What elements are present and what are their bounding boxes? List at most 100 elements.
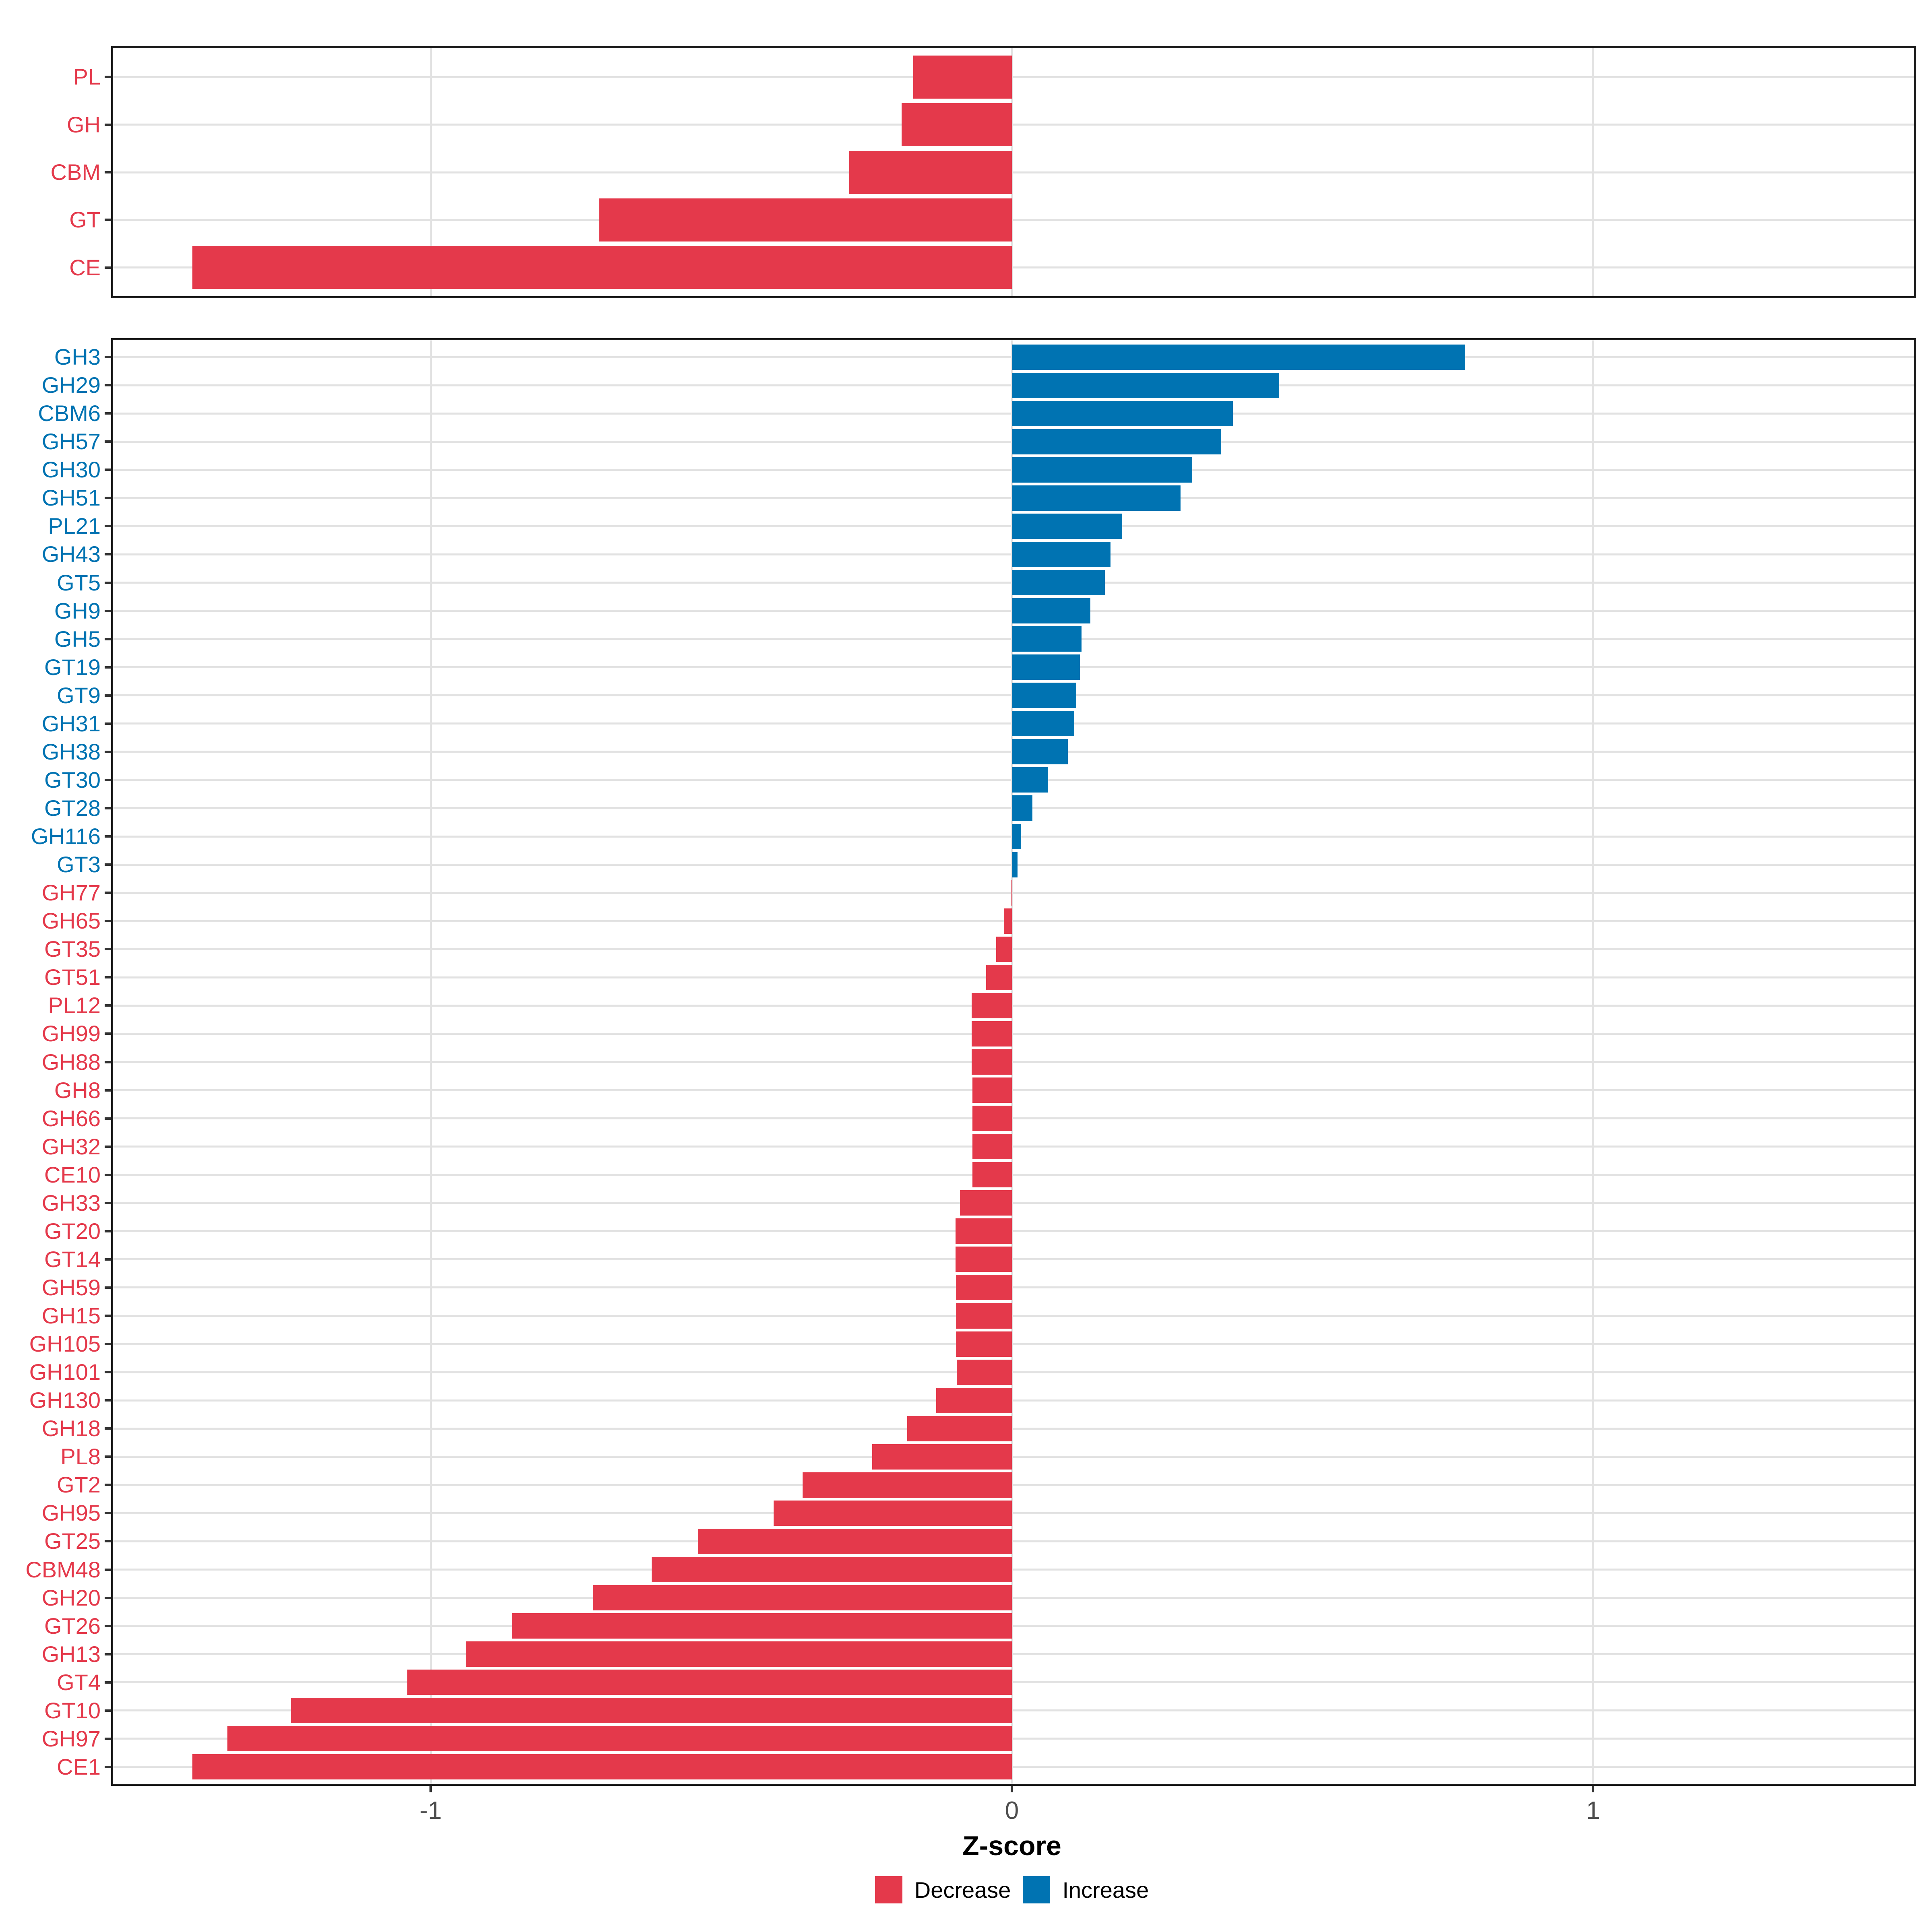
gridline-row <box>113 124 1914 126</box>
bar-GH20 <box>593 1585 1012 1610</box>
bar-GT14 <box>955 1247 1012 1272</box>
bar-GH43 <box>1012 542 1111 567</box>
bar-GH38 <box>1012 739 1068 764</box>
category-label-GH: GH <box>67 112 101 137</box>
legend-label-increase: Increase <box>1062 1877 1149 1903</box>
bar-GT9 <box>1012 683 1077 708</box>
category-label-CBM48: CBM48 <box>25 1557 101 1582</box>
y-tick-GH15 <box>105 1315 111 1317</box>
category-label-GT: GT <box>69 207 101 232</box>
gridline-row <box>113 1033 1914 1035</box>
gridline-row <box>113 1653 1914 1655</box>
gridline-row <box>113 1061 1914 1063</box>
bar-GT2 <box>803 1472 1012 1498</box>
y-tick-CBM48 <box>105 1569 111 1571</box>
y-tick-GH30 <box>105 469 111 471</box>
y-tick-GH31 <box>105 722 111 725</box>
category-label-GH33: GH33 <box>41 1190 101 1216</box>
bar-GH77 <box>1011 880 1012 906</box>
category-label-GH30: GH30 <box>41 457 101 482</box>
gridline-row <box>113 1681 1914 1683</box>
category-label-GH31: GH31 <box>41 711 101 736</box>
x-tick-label--1: -1 <box>419 1797 442 1825</box>
y-tick-GH3 <box>105 356 111 358</box>
bar-GH8 <box>972 1077 1012 1103</box>
y-tick-GH38 <box>105 751 111 753</box>
x-tick-label-1: 1 <box>1586 1797 1600 1825</box>
y-tick-GT26 <box>105 1625 111 1627</box>
category-label-GH97: GH97 <box>41 1726 101 1751</box>
category-label-GH130: GH130 <box>29 1387 101 1413</box>
y-tick-GT14 <box>105 1258 111 1261</box>
gridline-row <box>113 1343 1914 1345</box>
y-tick-GH5 <box>105 638 111 640</box>
y-tick-GT10 <box>105 1709 111 1712</box>
category-label-GT25: GT25 <box>44 1528 101 1554</box>
category-label-GH3: GH3 <box>54 344 101 369</box>
category-label-GT19: GT19 <box>44 654 101 680</box>
category-label-GH20: GH20 <box>41 1585 101 1610</box>
bar-GH15 <box>956 1303 1012 1329</box>
category-label-GT2: GT2 <box>57 1472 101 1497</box>
y-tick-GH8 <box>105 1089 111 1092</box>
gridline-row <box>113 1512 1914 1514</box>
gridline-row <box>113 1202 1914 1204</box>
y-tick-GH95 <box>105 1512 111 1514</box>
bar-GH65 <box>1003 908 1012 934</box>
y-tick-GT3 <box>105 863 111 866</box>
category-label-CE: CE <box>69 255 101 280</box>
y-tick-PL21 <box>105 525 111 527</box>
gridline-row <box>113 1399 1914 1402</box>
bar-GH51 <box>1012 485 1181 511</box>
gridline-row <box>113 1146 1914 1148</box>
bar-GT19 <box>1012 654 1080 680</box>
y-tick-GT25 <box>105 1540 111 1542</box>
y-tick-CE1 <box>105 1766 111 1768</box>
y-tick-GT28 <box>105 807 111 809</box>
category-label-GH43: GH43 <box>41 541 101 567</box>
category-label-GH66: GH66 <box>41 1106 101 1131</box>
category-label-GH18: GH18 <box>41 1416 101 1441</box>
y-tick-GT9 <box>105 694 111 697</box>
category-label-GH105: GH105 <box>29 1331 101 1356</box>
category-label-GH5: GH5 <box>54 626 101 652</box>
y-tick-PL12 <box>105 1004 111 1007</box>
y-tick-GH116 <box>105 835 111 838</box>
x-axis-title: Z-score <box>962 1831 1061 1861</box>
y-tick-CE <box>105 266 111 269</box>
bar-GH33 <box>960 1190 1012 1216</box>
legend-item-decrease: Decrease <box>875 1876 1011 1903</box>
category-label-GH8: GH8 <box>54 1077 101 1103</box>
bar-GT51 <box>986 965 1012 990</box>
category-label-GH51: GH51 <box>41 485 101 510</box>
bar-GT <box>599 198 1012 242</box>
bar-GT25 <box>698 1529 1012 1554</box>
category-label-GT28: GT28 <box>44 795 101 821</box>
bar-GH30 <box>1012 457 1192 483</box>
y-tick-GH65 <box>105 920 111 922</box>
summary-panel <box>111 46 1916 298</box>
bar-CBM6 <box>1012 401 1233 426</box>
bar-PL8 <box>872 1444 1012 1470</box>
bar-GT35 <box>996 937 1012 962</box>
bar-GH13 <box>465 1641 1012 1667</box>
bar-GT3 <box>1012 852 1018 877</box>
x-tick-0 <box>1011 1786 1013 1792</box>
gridline-row <box>113 920 1914 922</box>
bar-GH130 <box>936 1388 1012 1413</box>
gridline-row <box>113 1456 1914 1458</box>
category-label-CBM6: CBM6 <box>38 400 101 426</box>
category-label-GT5: GT5 <box>57 570 101 595</box>
category-label-GT51: GT51 <box>44 964 101 990</box>
bar-CBM <box>849 151 1012 194</box>
y-tick-GT35 <box>105 948 111 950</box>
category-label-GH65: GH65 <box>41 908 101 933</box>
category-label-CBM: CBM <box>50 159 101 185</box>
y-tick-GH88 <box>105 1061 111 1063</box>
category-label-GH95: GH95 <box>41 1500 101 1525</box>
y-tick-CBM <box>105 171 111 173</box>
y-tick-PL <box>105 76 111 78</box>
bar-GH88 <box>972 1049 1012 1075</box>
gridline-row <box>113 1371 1914 1373</box>
y-tick-GH77 <box>105 892 111 894</box>
